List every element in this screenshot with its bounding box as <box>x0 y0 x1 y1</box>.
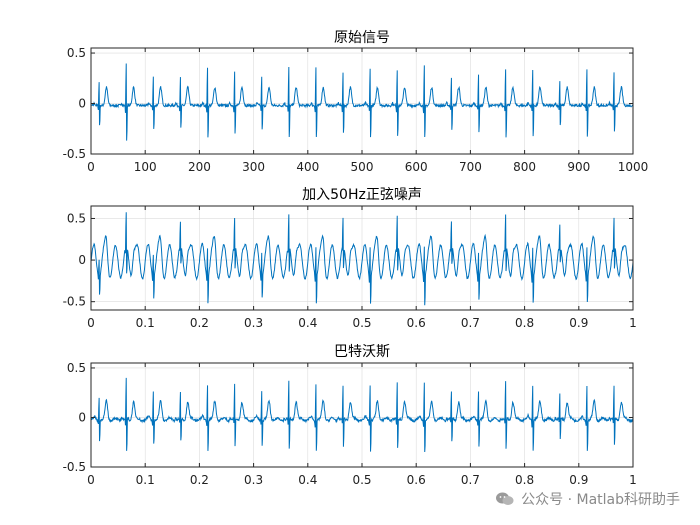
y-tick-label: 0 <box>78 410 86 424</box>
x-tick-label: 1 <box>629 316 637 330</box>
x-tick-label: 800 <box>513 160 536 174</box>
x-tick-label: 0.7 <box>461 473 480 487</box>
x-tick-label: 0.6 <box>407 316 426 330</box>
x-tick-label: 200 <box>188 160 211 174</box>
y-tick-label: 0 <box>78 97 86 111</box>
x-tick-label: 0.3 <box>244 473 263 487</box>
chart-title: 原始信号 <box>334 30 390 46</box>
x-tick-label: 0.4 <box>298 473 317 487</box>
watermark: 公众号 · Matlab科研助手 <box>495 489 680 509</box>
y-tick-label: -0.5 <box>63 147 86 161</box>
x-tick-label: 500 <box>351 160 374 174</box>
x-tick-label: 0.2 <box>190 316 209 330</box>
chart-title: 加入50Hz正弦噪声 <box>302 187 422 203</box>
x-tick-label: 0 <box>87 473 95 487</box>
x-tick-label: 0.8 <box>515 473 534 487</box>
wechat-icon <box>496 492 514 505</box>
y-tick-label: 0.5 <box>67 211 86 225</box>
x-tick-label: 0.7 <box>461 316 480 330</box>
signal-line <box>90 63 634 141</box>
y-tick-label: 0.5 <box>67 361 86 375</box>
x-tick-label: 0.9 <box>569 316 588 330</box>
subplot-3: 0 0.1 0.2 0.3 0.4 0.5 0.6 0.7 0.8 0.9 1-0.500.5巴特沃… <box>63 344 637 487</box>
x-tick-label: 600 <box>405 160 428 174</box>
y-tick-label: 0 <box>78 253 86 267</box>
subplot-1: 0 100 200 300 400 500 600 700 800 900 1000-0.500.5… <box>63 30 649 174</box>
x-tick-label: 0.5 <box>352 316 371 330</box>
watermark-text: 公众号 · Matlab科研助手 <box>521 492 680 508</box>
x-tick-label: 0.5 <box>352 473 371 487</box>
x-tick-label: 1 <box>629 473 637 487</box>
x-tick-label: 700 <box>459 160 482 174</box>
x-tick-label: 400 <box>296 160 319 174</box>
x-tick-label: 1000 <box>618 160 649 174</box>
x-tick-label: 0.8 <box>515 316 534 330</box>
subplot-2: 0 0.1 0.2 0.3 0.4 0.5 0.6 0.7 0.8 0.9 1-0.500.5加入5… <box>63 187 637 330</box>
x-tick-label: 0.2 <box>190 473 209 487</box>
x-tick-label: 0.9 <box>569 473 588 487</box>
x-tick-label: 100 <box>134 160 157 174</box>
x-tick-label: 0 <box>87 316 95 330</box>
x-tick-label: 300 <box>242 160 265 174</box>
y-tick-label: -0.5 <box>63 460 86 474</box>
x-tick-label: 900 <box>567 160 590 174</box>
x-tick-label: 0.3 <box>244 316 263 330</box>
x-tick-label: 0.1 <box>136 473 155 487</box>
x-tick-label: 0.1 <box>136 316 155 330</box>
signal-line <box>90 212 634 306</box>
x-tick-label: 0.4 <box>298 316 317 330</box>
chart-title: 巴特沃斯 <box>334 344 390 360</box>
y-tick-label: 0.5 <box>67 46 86 60</box>
x-tick-label: 0 <box>87 160 95 174</box>
x-tick-label: 0.6 <box>407 473 426 487</box>
y-tick-label: -0.5 <box>63 295 86 309</box>
signal-line <box>90 377 634 453</box>
